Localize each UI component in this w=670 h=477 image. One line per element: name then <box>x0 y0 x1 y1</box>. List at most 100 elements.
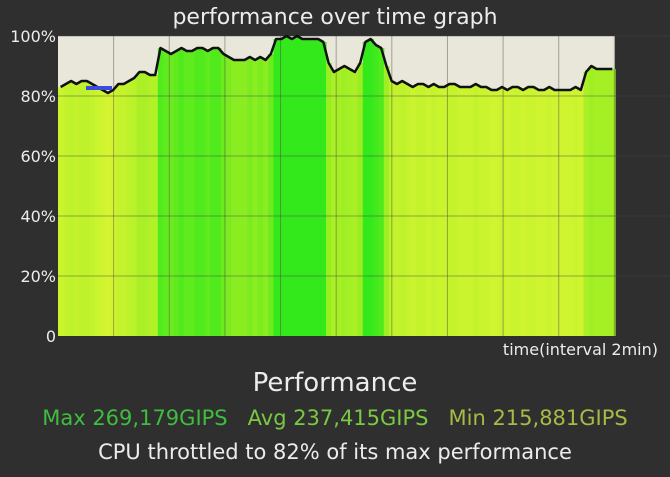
chart-bar <box>399 81 406 336</box>
chart-bar <box>157 48 164 336</box>
chart-bar <box>578 90 585 336</box>
throttle-message: CPU throttled to 82% of its max performa… <box>98 440 572 464</box>
chart-bar <box>121 84 127 336</box>
chart-bar <box>136 72 143 336</box>
chart-bar <box>210 48 217 336</box>
chart-bar <box>163 51 169 336</box>
chart-bar <box>488 90 495 336</box>
chart-bar <box>357 63 364 336</box>
chart-bar <box>131 78 138 336</box>
chart-bar <box>294 36 301 336</box>
chart-bar <box>467 87 474 336</box>
chart-bar <box>63 84 70 336</box>
chart-bar <box>89 84 96 336</box>
chart-bar <box>205 51 211 336</box>
chart-bar <box>420 84 427 336</box>
y-tick-0: 0 <box>46 327 56 346</box>
chart-bar <box>178 48 185 336</box>
stats-row: Max 269,179GIPS Avg 237,415GIPS Min 215,… <box>0 406 670 430</box>
chart-bar <box>299 39 306 336</box>
chart-bar <box>278 39 285 336</box>
chart-bar <box>110 90 117 336</box>
chart-bar <box>499 87 506 336</box>
chart-bar <box>378 48 385 336</box>
chart-bar <box>336 69 343 336</box>
chart-bar <box>572 87 579 336</box>
chart-bar <box>241 60 248 336</box>
chart-bar <box>220 54 227 336</box>
chart-bar <box>189 51 196 336</box>
chart-bar <box>352 72 359 336</box>
chart-bar <box>184 51 190 336</box>
chart-bar <box>515 87 522 336</box>
chart-bar <box>268 54 275 336</box>
chart-bar <box>425 87 432 336</box>
chart-bar <box>194 48 201 336</box>
chart-bar <box>394 84 401 336</box>
chart-bar <box>315 39 322 336</box>
chart-bar <box>283 36 290 336</box>
chart-bar <box>473 84 479 336</box>
chart-bar <box>58 87 64 336</box>
chart-bar <box>593 69 600 336</box>
chart-bar <box>415 84 422 336</box>
chart-bar <box>226 57 232 336</box>
chart-bar <box>73 84 80 336</box>
chart-bar <box>588 66 595 336</box>
chart-bar <box>457 87 464 336</box>
avg-stat: Avg 237,415GIPS <box>247 406 429 430</box>
chart-bar <box>520 90 527 336</box>
chart-bar <box>441 87 448 336</box>
performance-heading: Performance <box>252 368 418 398</box>
chart-bar <box>478 87 485 336</box>
chart-bar <box>551 90 558 336</box>
performance-line <box>60 34 613 95</box>
chart-bar <box>383 66 390 336</box>
y-tick-80: 80% <box>20 87 56 106</box>
chart-bar <box>142 72 148 336</box>
chart-bar <box>84 81 91 336</box>
chart-bar <box>79 81 85 336</box>
chart-bar <box>604 69 611 336</box>
chart-bar <box>257 57 264 336</box>
chart-bar <box>105 93 112 336</box>
chart-bar <box>562 90 569 336</box>
chart-bar <box>262 60 269 336</box>
chart-bar <box>168 54 175 336</box>
chart-bar <box>557 90 564 336</box>
chart-bar <box>567 90 574 336</box>
chart-bar <box>509 87 516 336</box>
chart-bar <box>126 81 133 336</box>
chart-bar <box>304 39 311 336</box>
chart-bar <box>541 90 548 336</box>
chart-bar <box>609 69 616 336</box>
y-tick-100: 100% <box>10 27 56 46</box>
min-stat: Min 215,881GIPS <box>448 406 628 430</box>
y-tick-40: 40% <box>20 207 56 226</box>
chart-bar <box>583 72 590 336</box>
x-axis-label: time(interval 2min) <box>502 340 658 359</box>
chart-bar <box>483 87 490 336</box>
y-tick-60: 60% <box>20 147 56 166</box>
chart-bar <box>494 90 500 336</box>
chart-bar <box>289 39 296 336</box>
chart-bar <box>231 60 238 336</box>
chart-bar <box>536 90 543 336</box>
chart-bar <box>347 69 353 336</box>
chart-bar <box>94 87 101 336</box>
chart-bar <box>320 42 327 336</box>
chart-bar <box>410 87 416 336</box>
chart-bar <box>525 87 532 336</box>
chart-bar <box>152 75 159 336</box>
chart-bar <box>373 45 380 336</box>
chart-bar <box>436 87 443 336</box>
chart-bar <box>530 87 537 336</box>
chart-bar <box>115 84 122 336</box>
chart-bar <box>199 48 206 336</box>
chart-bar <box>236 60 243 336</box>
chart-bar <box>404 84 411 336</box>
chart-bar <box>546 87 553 336</box>
chart-bar <box>504 90 511 336</box>
chart-bar <box>389 81 395 336</box>
